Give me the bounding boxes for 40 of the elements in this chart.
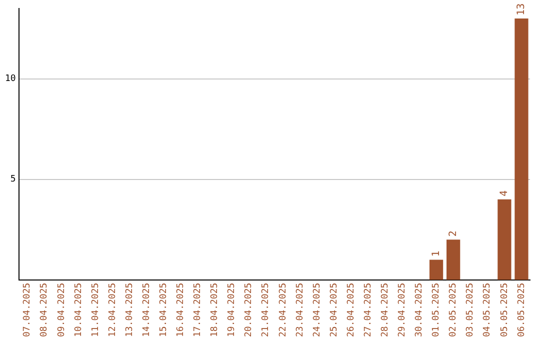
x-tick-label: 06.05.2025 [516, 282, 527, 338]
x-tick-label: 30.04.2025 [414, 282, 425, 338]
x-tick-label: 27.04.2025 [363, 282, 374, 338]
x-tick-label: 05.05.2025 [500, 282, 510, 338]
x-tick-label: 11.04.2025 [90, 282, 101, 338]
data-label: 1 [430, 250, 442, 257]
bar [514, 18, 528, 280]
x-tick-label: 09.04.2025 [56, 282, 67, 338]
x-tick-label: 08.04.2025 [40, 282, 50, 338]
x-tick-label: 23.04.2025 [295, 282, 306, 338]
x-tick-label: 24.04.2025 [312, 282, 322, 338]
x-tick-label: 28.04.2025 [380, 282, 391, 338]
x-tick-label: 02.05.2025 [448, 282, 459, 338]
x-tick-label: 19.04.2025 [227, 282, 238, 338]
x-tick-label: 12.04.2025 [108, 282, 118, 338]
x-tick-label: 20.04.2025 [244, 282, 254, 338]
x-tick-label: 26.04.2025 [346, 282, 356, 338]
x-tick-label: 07.04.2025 [22, 282, 33, 338]
x-tick-label: 15.04.2025 [159, 282, 170, 338]
x-tick-label: 01.05.2025 [432, 282, 442, 338]
x-tick-label: 29.04.2025 [398, 282, 408, 338]
y-tick-label: 10 [4, 74, 16, 84]
x-tick-label: 16.04.2025 [176, 282, 186, 338]
x-tick-label: 14.04.2025 [142, 282, 152, 338]
x-tick-label: 18.04.2025 [210, 282, 220, 338]
x-tick-label: 21.04.2025 [261, 282, 272, 338]
x-tick-label: 22.04.2025 [278, 282, 288, 338]
x-tick-label: 25.04.2025 [329, 282, 340, 338]
data-label: 2 [448, 230, 459, 237]
bar [446, 240, 460, 280]
x-tick-label: 04.05.2025 [482, 282, 493, 338]
x-tick-label: 13.04.2025 [124, 282, 135, 338]
x-tick-label: 10.04.2025 [74, 282, 84, 338]
x-tick-label: 17.04.2025 [193, 282, 204, 338]
data-label: 13 [516, 3, 528, 16]
bar [498, 199, 512, 280]
x-tick-label: 03.05.2025 [466, 282, 476, 338]
y-tick-label: 5 [10, 174, 16, 185]
data-label: 4 [499, 190, 510, 196]
bar [429, 260, 444, 280]
